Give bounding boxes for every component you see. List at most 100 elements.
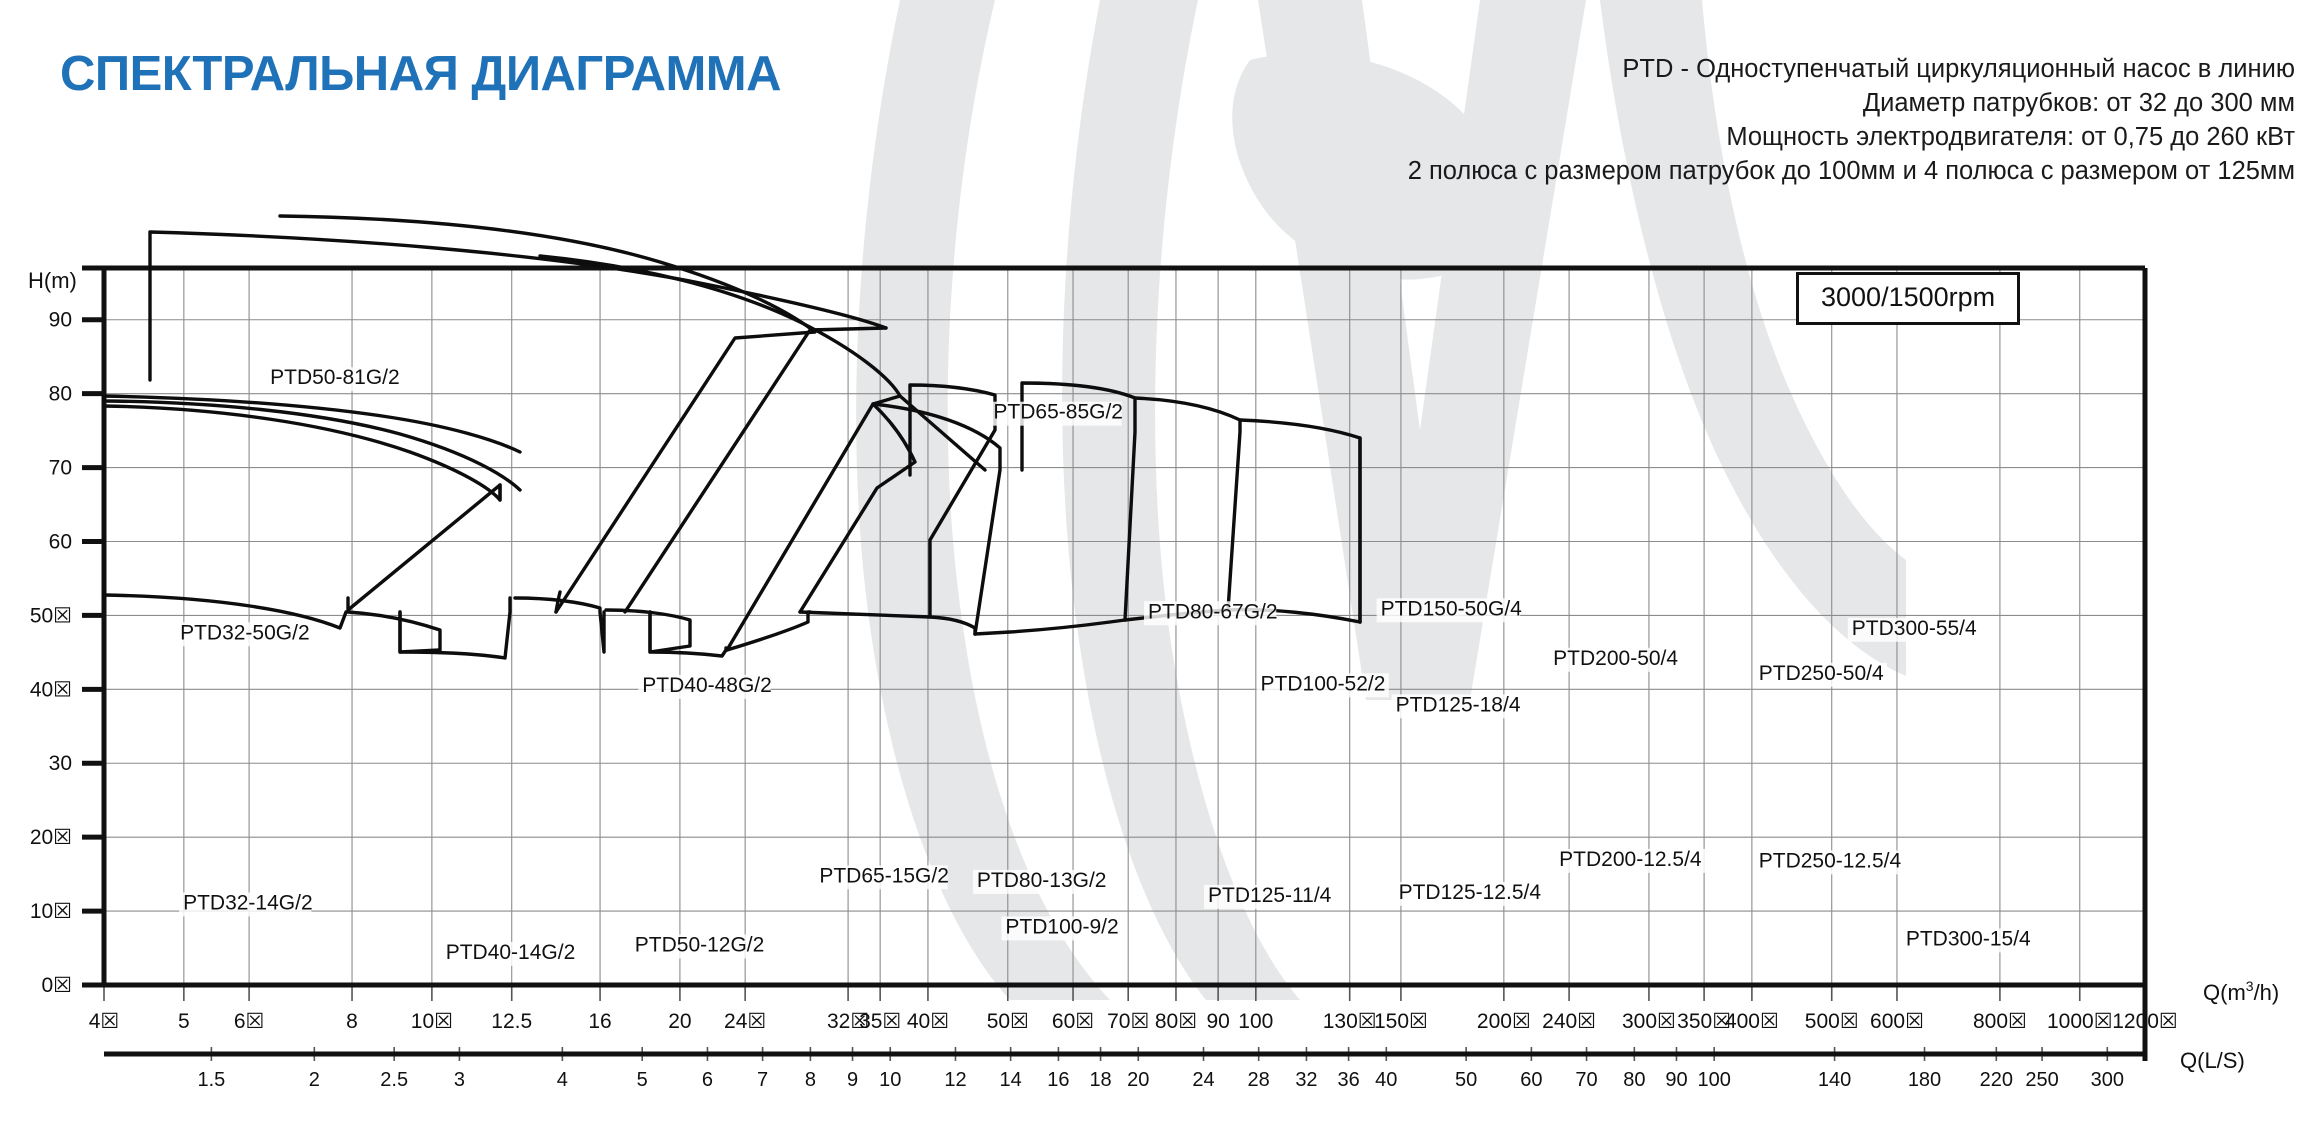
y-tick-label: 60 (49, 530, 72, 553)
curve-ptd32-50g2 (102, 394, 522, 600)
x-tick-label-top: 1200☒ (2112, 1010, 2178, 1033)
curve-ptd32-50g2-lower (102, 399, 522, 492)
svg-text:PTD32-50G/2: PTD32-50G/2 (180, 621, 310, 644)
curve-ptd100-9-2 (648, 610, 728, 658)
x-tick-label-top: 60☒ (1052, 1010, 1094, 1033)
y-tick-label: 80 (49, 383, 72, 406)
x-tick-label-bottom: 32 (1295, 1069, 1317, 1091)
x-tick-label-bottom: 36 (1337, 1069, 1359, 1091)
y-tick-label: 10☒ (30, 900, 72, 923)
curve-label: PTD200-12.5/4 (1555, 848, 1711, 873)
x-tick-label-bottom: 28 (1248, 1069, 1270, 1091)
y-tick-label: 90 (49, 309, 72, 332)
curve-label: PTD40-48G/2 (638, 674, 772, 699)
x-tick-label-bottom: 60 (1520, 1069, 1542, 1091)
curve-ptd32-14g2 (102, 593, 348, 630)
curve-label: PTD125-18/4 (1391, 693, 1524, 719)
curve-label: PTD200-50/4 (1549, 647, 1682, 672)
x-tick-label-top: 400☒ (1725, 1010, 1779, 1033)
svg-text:PTD50-81G/2: PTD50-81G/2 (270, 366, 400, 389)
x-tick-label-bottom: 100 (1697, 1069, 1730, 1091)
rpm-badge: 3000/1500rpm (1796, 272, 2021, 325)
header-line-3: Мощность электродвигателя: от 0,75 до 26… (1726, 123, 2295, 151)
x-tick-label-bottom: 3 (454, 1069, 465, 1091)
x-tick-label-bottom: 4 (557, 1069, 568, 1091)
x-tick-label-bottom: 70 (1575, 1069, 1597, 1091)
pump-curve-labels: PTD50-81G/2 PTD32-50G/2 PTD40-48G/2 PTD65-8… (176, 366, 2035, 966)
curve-label: PTD100-9/2 (1001, 915, 1123, 941)
curve-ptd65-85g2-outer (554, 590, 562, 614)
x-tick-label-bottom: 40 (1375, 1069, 1397, 1091)
curve-label: PTD300-15/4 (1901, 927, 2035, 953)
curve-ptd50-81g2 (148, 230, 888, 382)
x-tick-label-top: 50☒ (987, 1010, 1029, 1033)
y-tick-label: 20☒ (30, 826, 72, 849)
svg-text:PTD125-18/4: PTD125-18/4 (1396, 693, 1521, 716)
x-tick-label-top: 6☒ (234, 1010, 265, 1033)
x-tick-label-top: 80☒ (1155, 1010, 1197, 1033)
svg-text:PTD50-12G/2: PTD50-12G/2 (635, 933, 765, 956)
x-tick-label-top: 240☒ (1542, 1010, 1596, 1033)
y-tick-label: 50☒ (30, 604, 72, 627)
x-tick-label-top: 4☒ (89, 1010, 120, 1033)
x-tick-label-top: 300☒ (1622, 1010, 1676, 1033)
svg-text:PTD300-55/4: PTD300-55/4 (1852, 617, 1977, 640)
x-axis-title-top: Q(m3/h) (2203, 978, 2279, 1005)
y-axis-title: H(m) (28, 268, 77, 293)
curve-label: PTD50-81G/2 (266, 366, 400, 392)
x-tick-label-bottom: 16 (1047, 1069, 1069, 1091)
curve-label: PTD32-50G/2 (176, 621, 310, 647)
x-tick-label-bottom: 2.5 (380, 1069, 408, 1091)
curve-label: PTD125-11/4 (1204, 884, 1337, 909)
page-title: СПЕКТРАЛЬНАЯ ДИАГРАММА (60, 47, 782, 101)
pump-curve-set (102, 214, 1362, 660)
x-tick-label-top: 200☒ (1477, 1010, 1531, 1033)
curve-label: PTD40-14G/2 (441, 941, 575, 966)
curve-label: PTD80-67G/2 (1143, 600, 1278, 626)
x-tick-label-top: 130☒ (1323, 1010, 1377, 1033)
x-tick-label-top: 800☒ (1973, 1010, 2027, 1033)
curve-label: PTD65-15G/2 (815, 864, 949, 890)
x-tick-label-top: 350☒ (1677, 1010, 1731, 1033)
curve-label: PTD150-50G/4 (1376, 597, 1523, 623)
curve-label: PTD125-12.5/4 (1394, 881, 1550, 906)
svg-text:PTD65-85G/2: PTD65-85G/2 (993, 401, 1123, 424)
curve-label: PTD80-13G/2 (972, 869, 1106, 894)
y-tick-label: 30 (49, 752, 72, 775)
curve-ptd300-55-4 (1238, 418, 1362, 624)
svg-text:PTD100-9/2: PTD100-9/2 (1005, 915, 1118, 938)
curve-ptd50-81g2-descent (623, 326, 888, 614)
x-tick-label-bottom: 250 (2025, 1069, 2058, 1091)
x-axis-title-bottom: Q(L/S) (2180, 1048, 2245, 1073)
x-tick-label-bottom: 90 (1665, 1069, 1687, 1091)
header-line-2: Диаметр патрубков: от 32 до 300 мм (1862, 89, 2295, 117)
x-tick-label-bottom: 14 (1000, 1069, 1022, 1091)
x-tick-label-bottom: 80 (1623, 1069, 1645, 1091)
curve-ptd80-13g2 (604, 608, 692, 654)
svg-text:PTD300-15/4: PTD300-15/4 (1906, 927, 2031, 950)
x-tick-label-top: 12.5 (491, 1010, 532, 1033)
chart-gridlines (103, 268, 2146, 986)
curve-ptd150-50g4 (871, 402, 1002, 636)
x-tick-label-top: 24☒ (724, 1010, 766, 1033)
curve-label: PTD65-85G/2 (989, 401, 1123, 426)
x-tick-label-top: 20 (668, 1010, 691, 1033)
x-tick-label-bottom: 220 (1980, 1069, 2013, 1091)
curve-ptd200-12-5-4 (973, 618, 1127, 636)
svg-text:PTD65-15G/2: PTD65-15G/2 (819, 864, 949, 887)
x-tick-label-bottom: 20 (1127, 1069, 1149, 1091)
x-tick-label-bottom: 140 (1818, 1069, 1851, 1091)
svg-text:PTD150-50G/4: PTD150-50G/4 (1381, 597, 1523, 620)
x-tick-label-bottom: 50 (1455, 1069, 1477, 1091)
x-tick-label-top: 90 (1206, 1010, 1229, 1033)
x-tick-label-top: 5 (178, 1010, 190, 1033)
svg-text:PTD200-12.5/4: PTD200-12.5/4 (1559, 848, 1702, 871)
svg-text:PTD80-67G/2: PTD80-67G/2 (1148, 600, 1278, 623)
header-line-4: 2 полюса с размером патрубок до 100мм и … (1407, 157, 2295, 185)
y-tick-label: 70 (49, 457, 72, 480)
x-tick-label-bottom: 12 (944, 1069, 966, 1091)
y-tick-label: 40☒ (30, 678, 72, 701)
x-tick-label-bottom: 6 (702, 1069, 713, 1091)
curve-ptd125-11-4 (725, 610, 812, 652)
x-tick-label-top: 35☒ (859, 1010, 901, 1033)
